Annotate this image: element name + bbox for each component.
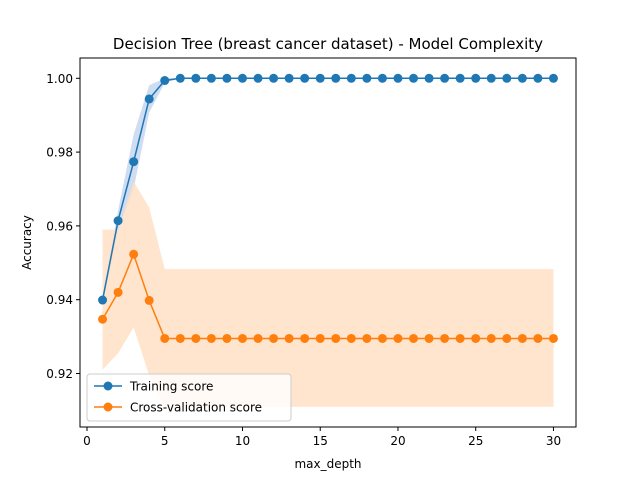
point-training <box>191 73 201 83</box>
point-cross-validation <box>284 333 294 343</box>
point-cross-validation <box>331 333 341 343</box>
legend-label-training: Training score <box>129 380 213 394</box>
point-training <box>440 73 450 83</box>
point-training <box>222 73 232 83</box>
x-tick-label: 20 <box>390 434 405 448</box>
point-cross-validation <box>440 333 450 343</box>
point-training <box>346 73 356 83</box>
point-cross-validation <box>533 333 543 343</box>
point-cross-validation <box>362 333 372 343</box>
point-training <box>548 73 558 83</box>
point-training <box>471 73 481 83</box>
band-cross-validation <box>102 181 554 407</box>
point-cross-validation <box>548 333 558 343</box>
point-cross-validation <box>175 333 185 343</box>
y-axis-label: Accuracy <box>20 215 34 270</box>
point-training <box>284 73 294 83</box>
point-training <box>237 73 247 83</box>
point-training <box>144 94 154 104</box>
point-training <box>486 73 496 83</box>
point-cross-validation <box>144 295 154 305</box>
point-cross-validation <box>346 333 356 343</box>
y-tick-label: 0.96 <box>46 219 73 233</box>
legend-box <box>86 373 292 422</box>
legend-marker-cross-validation <box>103 402 113 412</box>
point-training <box>269 73 279 83</box>
point-training <box>175 73 185 83</box>
point-cross-validation <box>409 333 419 343</box>
point-cross-validation <box>98 314 108 324</box>
point-training <box>377 73 387 83</box>
point-training <box>315 73 325 83</box>
y-tick-label: 1.00 <box>46 72 73 86</box>
point-cross-validation <box>129 249 139 259</box>
point-cross-validation <box>160 333 170 343</box>
point-training <box>331 73 341 83</box>
series-markers <box>98 73 558 343</box>
point-training <box>424 73 434 83</box>
point-cross-validation <box>455 333 465 343</box>
point-cross-validation <box>237 333 247 343</box>
x-axis-ticks: 0 5 10 15 20 25 30 <box>83 427 561 448</box>
x-tick-label: 10 <box>235 434 250 448</box>
point-cross-validation <box>315 333 325 343</box>
chart-title: Decision Tree (breast cancer dataset) - … <box>113 35 543 53</box>
point-cross-validation <box>471 333 481 343</box>
point-training <box>253 73 263 83</box>
point-cross-validation <box>424 333 434 343</box>
x-tick-label: 30 <box>546 434 561 448</box>
x-tick-label: 0 <box>83 434 91 448</box>
y-tick-label: 0.98 <box>46 146 73 160</box>
legend-label-cross-validation: Cross-validation score <box>130 401 262 415</box>
plot-frame <box>79 57 577 428</box>
point-cross-validation <box>502 333 512 343</box>
point-training <box>113 216 123 226</box>
point-training <box>455 73 465 83</box>
x-axis-label: max_depth <box>294 457 361 471</box>
x-tick-label: 15 <box>313 434 328 448</box>
point-training <box>502 73 512 83</box>
point-cross-validation <box>300 333 310 343</box>
point-cross-validation <box>393 333 403 343</box>
x-tick-label: 25 <box>468 434 483 448</box>
point-cross-validation <box>206 333 216 343</box>
legend: Training score Cross-validation score <box>86 373 292 422</box>
point-training <box>517 73 527 83</box>
y-tick-label: 0.94 <box>46 293 73 307</box>
point-cross-validation <box>222 333 232 343</box>
point-cross-validation <box>486 333 496 343</box>
y-tick-label: 0.92 <box>46 367 73 381</box>
point-cross-validation <box>191 333 201 343</box>
point-training <box>129 157 139 167</box>
point-training <box>362 73 372 83</box>
y-axis-ticks: 0.92 0.94 0.96 0.98 1.00 <box>46 72 80 381</box>
point-training <box>393 73 403 83</box>
point-cross-validation <box>269 333 279 343</box>
point-training <box>300 73 310 83</box>
point-training <box>206 73 216 83</box>
point-training <box>160 76 170 86</box>
point-training <box>533 73 543 83</box>
point-training <box>409 73 419 83</box>
point-cross-validation <box>517 333 527 343</box>
legend-marker-training <box>103 381 113 391</box>
point-cross-validation <box>113 287 123 297</box>
point-cross-validation <box>377 333 387 343</box>
point-cross-validation <box>253 333 263 343</box>
point-training <box>98 295 108 305</box>
x-tick-label: 5 <box>161 434 169 448</box>
